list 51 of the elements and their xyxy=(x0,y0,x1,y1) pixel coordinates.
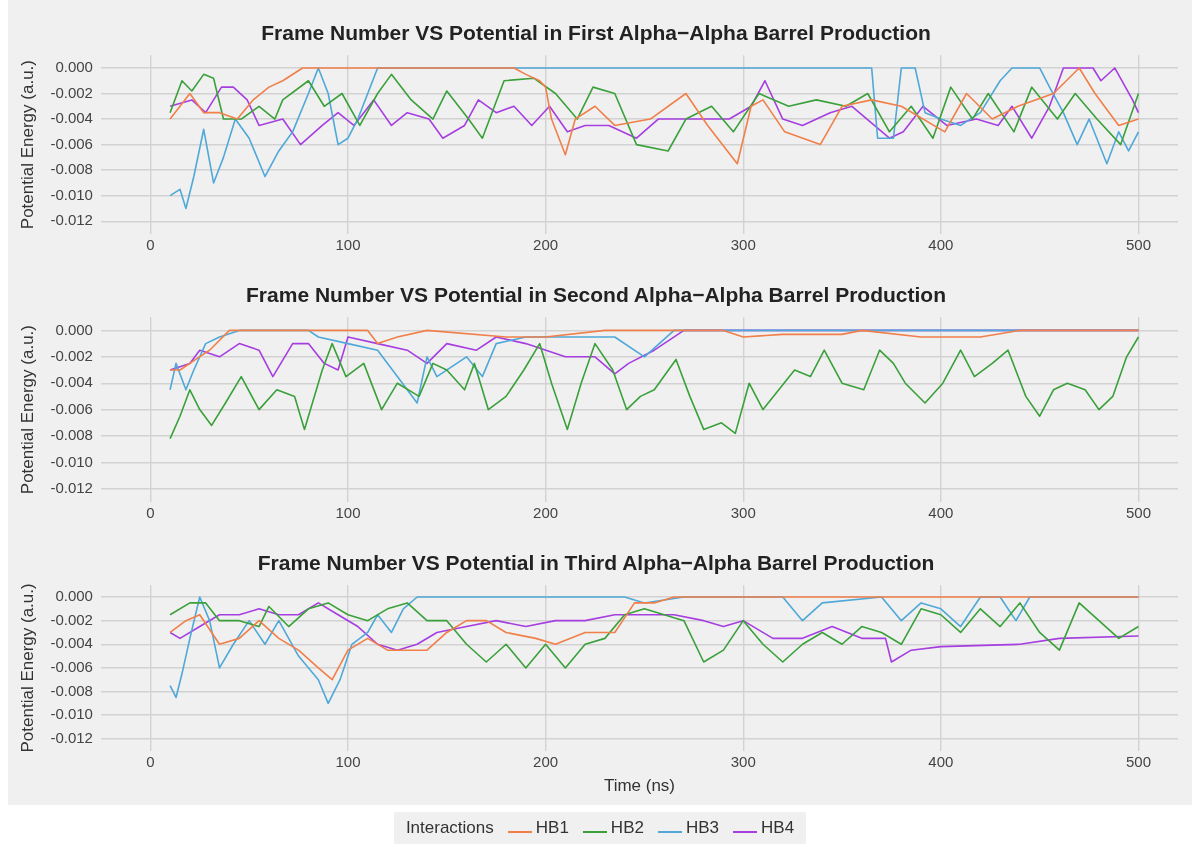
x-tick-label: 0 xyxy=(146,752,155,770)
x-tick-label: 500 xyxy=(1125,236,1151,254)
y-tick-label: -0.004 xyxy=(50,109,93,127)
legend-title: Interactions xyxy=(405,818,494,838)
y-tick-label: -0.002 xyxy=(50,83,93,101)
y-tick-label: -0.004 xyxy=(50,634,93,652)
x-tick-label: 100 xyxy=(335,504,361,522)
x-tick-label: 500 xyxy=(1125,504,1151,522)
legend-label: HB1 xyxy=(535,818,569,837)
x-tick-label: 400 xyxy=(928,236,954,254)
y-tick-label: 0.000 xyxy=(55,587,93,605)
y-axis-title: Potential Energy (a.u.) xyxy=(17,60,37,230)
y-tick-label: -0.012 xyxy=(50,211,93,229)
x-tick-label: 200 xyxy=(533,752,559,770)
y-tick-label: -0.008 xyxy=(50,681,93,699)
x-tick-label: 0 xyxy=(146,504,155,522)
x-tick-label: 400 xyxy=(928,752,954,770)
y-axis-title: Potential Energy (a.u.) xyxy=(17,583,37,753)
x-tick-label: 200 xyxy=(533,504,559,522)
y-tick-label: 0.000 xyxy=(55,58,93,76)
y-tick-label: -0.010 xyxy=(50,185,93,203)
x-axis-title: Time (ns) xyxy=(603,776,676,796)
y-tick-label: -0.006 xyxy=(50,134,93,152)
y-tick-label: -0.010 xyxy=(50,705,93,723)
y-axis-title: Potential Energy (a.u.) xyxy=(17,325,37,495)
legend-label: HB3 xyxy=(685,818,720,837)
x-tick-label: 100 xyxy=(335,236,361,254)
x-tick-label: 300 xyxy=(730,236,756,254)
y-tick-label: -0.012 xyxy=(50,728,93,746)
y-tick-label: -0.012 xyxy=(50,478,93,496)
chart-title: Frame Number VS Potential in Second Alpha−Alpha Barrel Production xyxy=(246,283,946,307)
x-tick-label: 300 xyxy=(730,752,756,770)
x-tick-label: 400 xyxy=(928,504,954,522)
x-tick-label: 200 xyxy=(533,236,559,254)
y-tick-label: -0.010 xyxy=(50,452,93,470)
chart-title: Frame Number VS Potential in First Alpha−Alpha Barrel Production xyxy=(261,21,931,45)
x-tick-label: 0 xyxy=(146,236,155,254)
y-tick-label: -0.008 xyxy=(50,426,93,444)
legend-label: HB2 xyxy=(610,818,644,837)
x-tick-label: 300 xyxy=(730,504,756,522)
y-tick-label: -0.008 xyxy=(50,160,93,178)
y-tick-label: -0.004 xyxy=(50,373,93,391)
chart-title: Frame Number VS Potential in Third Alpha−Alpha Barrel Production xyxy=(257,551,935,575)
y-tick-label: 0.000 xyxy=(55,320,93,338)
x-tick-label: 100 xyxy=(335,752,361,770)
y-tick-label: -0.002 xyxy=(50,346,93,364)
legend-label: HB4 xyxy=(761,818,795,837)
y-tick-label: -0.006 xyxy=(50,399,93,417)
x-tick-label: 500 xyxy=(1125,752,1151,770)
y-tick-label: -0.002 xyxy=(50,610,93,628)
y-tick-label: -0.006 xyxy=(50,658,93,676)
